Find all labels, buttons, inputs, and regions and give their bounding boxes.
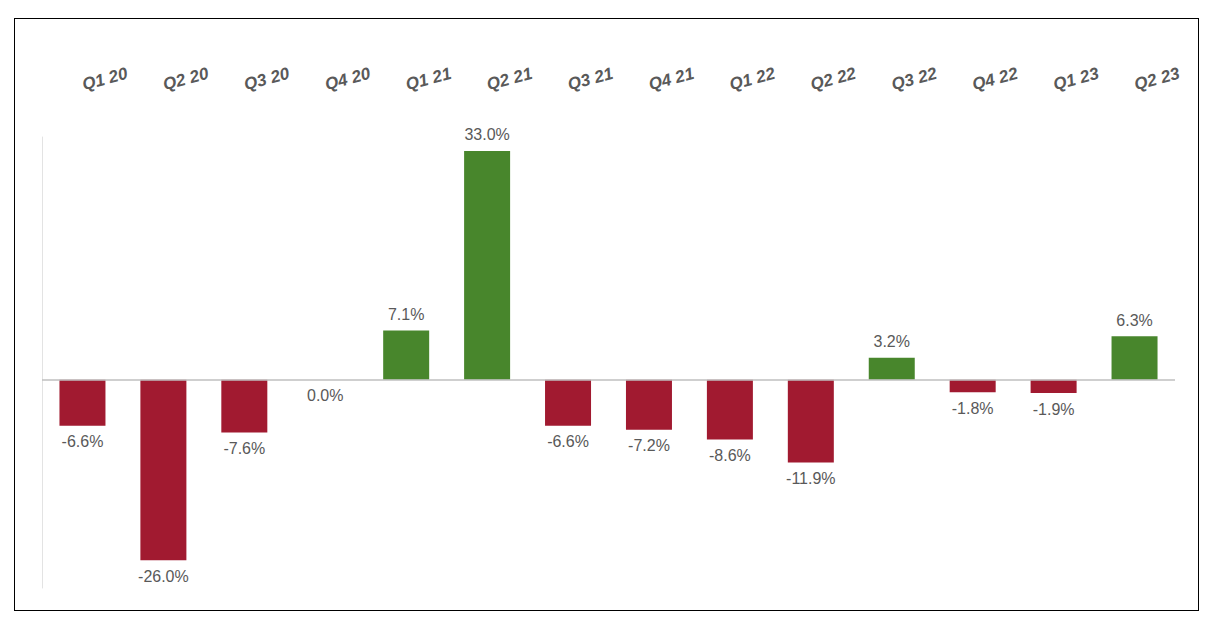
svg-text:3.2%: 3.2%: [874, 333, 910, 350]
svg-text:Q2 21: Q2 21: [485, 64, 535, 94]
svg-text:-6.6%: -6.6%: [62, 433, 104, 450]
svg-text:Q4 22: Q4 22: [970, 64, 1020, 94]
svg-text:Q2 23: Q2 23: [1132, 64, 1182, 94]
svg-text:Q1 22: Q1 22: [727, 64, 777, 94]
svg-text:Q1 21: Q1 21: [404, 64, 454, 94]
svg-text:Q1 23: Q1 23: [1051, 64, 1101, 94]
svg-text:Q4 21: Q4 21: [647, 64, 697, 94]
svg-text:-11.9%: -11.9%: [786, 470, 836, 487]
svg-text:Q3 22: Q3 22: [889, 64, 939, 94]
svg-text:0.0%: 0.0%: [307, 387, 343, 404]
svg-text:-6.6%: -6.6%: [547, 433, 589, 450]
svg-text:33.0%: 33.0%: [464, 126, 509, 143]
svg-text:Q3 21: Q3 21: [566, 64, 616, 94]
svg-text:Q1 20: Q1 20: [80, 64, 130, 94]
svg-text:6.3%: 6.3%: [1116, 312, 1152, 329]
svg-text:7.1%: 7.1%: [388, 306, 424, 323]
svg-text:Q4 20: Q4 20: [323, 64, 373, 94]
svg-text:-7.6%: -7.6%: [223, 440, 265, 457]
svg-text:-1.9%: -1.9%: [1033, 401, 1075, 418]
svg-text:-26.0%: -26.0%: [138, 568, 189, 585]
svg-text:-1.8%: -1.8%: [952, 400, 994, 417]
svg-text:Q3 20: Q3 20: [242, 64, 292, 94]
svg-text:-7.2%: -7.2%: [628, 437, 670, 454]
svg-text:Q2 20: Q2 20: [161, 64, 211, 94]
svg-text:-8.6%: -8.6%: [709, 447, 751, 464]
svg-text:Q2 22: Q2 22: [808, 64, 858, 94]
